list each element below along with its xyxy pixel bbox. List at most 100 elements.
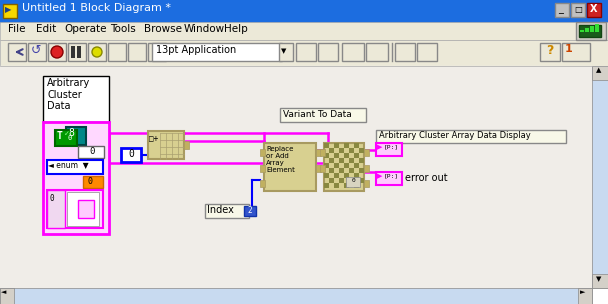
- Text: 0: 0: [88, 177, 93, 186]
- Bar: [334, 163, 339, 168]
- Bar: [540, 43, 560, 61]
- Bar: [0, 40, 608, 66]
- Bar: [334, 173, 339, 178]
- Text: 0: 0: [351, 178, 355, 183]
- Text: 1: 1: [565, 44, 573, 54]
- Text: Replace
or Add
Array
Element: Replace or Add Array Element: [266, 146, 295, 173]
- Bar: [329, 148, 334, 153]
- Bar: [585, 28, 589, 32]
- Bar: [108, 43, 126, 61]
- Bar: [28, 43, 46, 61]
- Bar: [0, 288, 592, 304]
- Bar: [8, 43, 26, 61]
- Bar: [339, 168, 344, 173]
- Text: Index: Index: [207, 205, 234, 215]
- Bar: [55, 130, 77, 146]
- Text: Browse: Browse: [144, 24, 182, 34]
- Text: Tools: Tools: [110, 24, 136, 34]
- Bar: [43, 122, 109, 234]
- Bar: [324, 173, 329, 178]
- Text: error out: error out: [405, 173, 447, 183]
- Bar: [88, 43, 106, 61]
- Bar: [359, 178, 364, 183]
- Bar: [571, 3, 585, 17]
- Bar: [244, 206, 256, 216]
- Text: ?: ?: [546, 44, 553, 57]
- Bar: [354, 163, 359, 168]
- Bar: [320, 149, 325, 156]
- Bar: [67, 192, 99, 226]
- Bar: [349, 168, 354, 173]
- Text: ◄ enum  ▼: ◄ enum ▼: [48, 161, 89, 170]
- Bar: [364, 149, 369, 156]
- Bar: [354, 183, 359, 188]
- Bar: [329, 168, 334, 173]
- Text: ▶: ▶: [377, 144, 382, 150]
- Text: 13pt Application: 13pt Application: [156, 45, 237, 55]
- Bar: [592, 274, 608, 288]
- Circle shape: [92, 47, 102, 57]
- Bar: [339, 158, 344, 163]
- Bar: [364, 180, 369, 187]
- Bar: [316, 149, 321, 156]
- Bar: [148, 43, 166, 61]
- Bar: [316, 165, 321, 172]
- Bar: [83, 176, 103, 188]
- Text: [P:]: [P:]: [384, 144, 399, 149]
- Text: File: File: [8, 24, 26, 34]
- Text: ▼: ▼: [596, 276, 601, 282]
- Bar: [580, 30, 584, 32]
- Text: □: □: [574, 5, 582, 14]
- Text: ▲: ▲: [596, 67, 601, 73]
- Bar: [417, 43, 437, 61]
- Text: 0: 0: [89, 147, 95, 156]
- Bar: [68, 43, 86, 61]
- Bar: [376, 143, 402, 156]
- Bar: [339, 178, 344, 183]
- Bar: [47, 190, 65, 228]
- Bar: [354, 143, 359, 148]
- Text: Arbitrary Cluster Array Data Display: Arbitrary Cluster Array Data Display: [379, 131, 531, 140]
- Bar: [349, 158, 354, 163]
- Bar: [354, 153, 359, 158]
- Text: ◄: ◄: [1, 289, 6, 295]
- Bar: [595, 24, 599, 32]
- Bar: [324, 183, 329, 188]
- Bar: [592, 66, 608, 80]
- Bar: [349, 178, 354, 183]
- Bar: [77, 46, 81, 58]
- Bar: [128, 43, 146, 61]
- Text: T: T: [57, 131, 63, 141]
- Text: Untitled 1 Block Diagram *: Untitled 1 Block Diagram *: [22, 3, 171, 13]
- Bar: [264, 143, 316, 191]
- Bar: [279, 43, 293, 61]
- Text: ▼: ▼: [281, 48, 286, 54]
- Bar: [121, 148, 141, 162]
- Text: 0: 0: [49, 194, 54, 203]
- Bar: [334, 143, 339, 148]
- Bar: [578, 288, 592, 304]
- Bar: [334, 153, 339, 158]
- Text: Variant To Data: Variant To Data: [283, 110, 352, 119]
- Bar: [587, 3, 601, 17]
- Bar: [152, 43, 282, 61]
- Text: 0: 0: [128, 149, 134, 159]
- Bar: [364, 165, 369, 172]
- Bar: [280, 108, 366, 122]
- Bar: [260, 165, 265, 172]
- Bar: [342, 43, 364, 61]
- Bar: [334, 183, 339, 188]
- Bar: [205, 204, 249, 218]
- Text: Edit: Edit: [36, 24, 57, 34]
- Bar: [324, 143, 364, 191]
- Bar: [576, 22, 606, 40]
- Text: ▶: ▶: [377, 173, 382, 179]
- Bar: [376, 172, 402, 185]
- Bar: [359, 148, 364, 153]
- Bar: [354, 173, 359, 178]
- Text: 0: 0: [68, 135, 72, 141]
- Bar: [349, 148, 354, 153]
- Text: ▶: ▶: [5, 5, 12, 14]
- Bar: [260, 180, 265, 187]
- Text: ↺: ↺: [31, 44, 41, 57]
